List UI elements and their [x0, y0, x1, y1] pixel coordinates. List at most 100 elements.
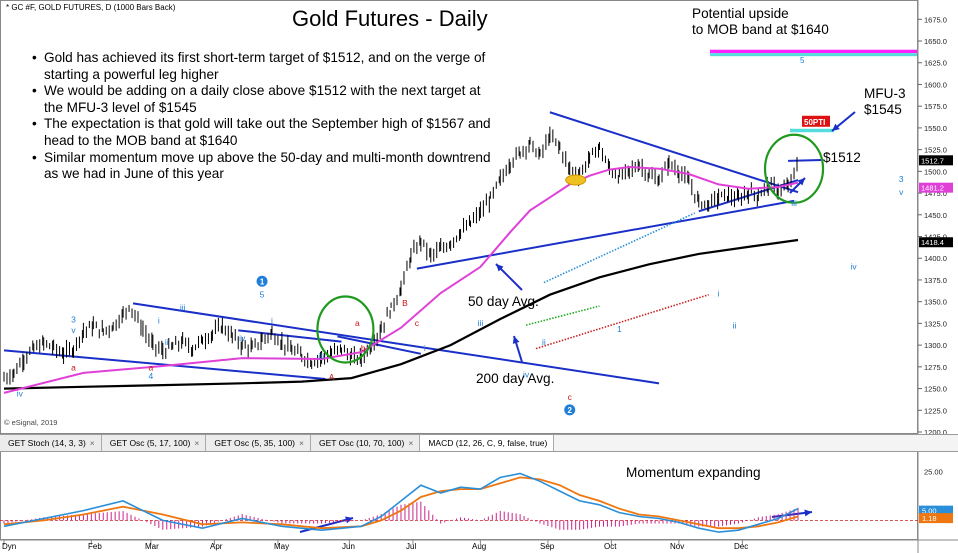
- close-icon[interactable]: ×: [299, 438, 304, 448]
- close-icon[interactable]: ×: [89, 438, 95, 448]
- tab-get-osc-10-70[interactable]: GET Osc (10, 70, 100) ×: [310, 435, 421, 451]
- macd-line: [3, 472, 799, 533]
- y-tick-label: 1325.0: [924, 319, 947, 328]
- note-1: Gold has achieved its first short-term t…: [30, 50, 500, 83]
- mob-band-label: 5: [800, 56, 805, 65]
- y-tick-label: 1425.0: [924, 233, 947, 242]
- price-box-label: 1512.7: [921, 156, 944, 165]
- data-credit: © eSignal, 2019: [4, 418, 58, 427]
- macd-y-tick-label: 25.00: [924, 468, 943, 477]
- wave-label: 1: [260, 277, 265, 286]
- wave-label: a: [355, 318, 360, 328]
- x-month-nov: Nov: [670, 542, 685, 551]
- wave-label: a: [71, 362, 76, 372]
- y-tick-label: 1650.0: [924, 37, 947, 46]
- yellow-highlight: [565, 174, 587, 186]
- close-icon[interactable]: ×: [408, 438, 414, 448]
- circle-june-breakout: [316, 295, 375, 364]
- wave-label: c: [568, 392, 573, 402]
- wave-label: 1: [617, 324, 622, 334]
- projection-line-red: [535, 293, 709, 350]
- wave-label: c: [415, 318, 420, 328]
- wave-circle-marker: [256, 275, 268, 287]
- trendline: [416, 199, 795, 270]
- tab-get-stoch[interactable]: GET Stoch (14, 3, 3) ×: [0, 435, 102, 451]
- level-1512-annotation: $1512: [823, 150, 861, 165]
- macd-price-box: [919, 505, 953, 516]
- wave-label: iii: [180, 302, 186, 312]
- price-box: [919, 155, 953, 166]
- trendline: [337, 335, 422, 355]
- trendline: [238, 329, 342, 343]
- y-tick-label: 1675.0: [924, 15, 947, 24]
- tab-label: GET Osc (5, 35, 100): [214, 438, 296, 448]
- y-tick-label: 1450.0: [924, 211, 947, 220]
- wave-label: v: [899, 187, 904, 197]
- wave-label: i: [424, 343, 426, 353]
- mfu-band: [790, 128, 834, 133]
- y-tick-label: 1400.0: [924, 254, 947, 263]
- wave-circle-marker: [564, 404, 576, 416]
- macd-signal-line: [3, 476, 799, 530]
- price-box-label: 1481.2: [921, 184, 944, 193]
- y-tick-label: 1300.0: [924, 341, 947, 350]
- wave-label: iv: [851, 262, 858, 272]
- projection-line-green: [525, 305, 600, 326]
- close-icon[interactable]: ×: [194, 438, 200, 448]
- y-tick-label: 1550.0: [924, 124, 947, 133]
- projection-line-blue: [543, 212, 696, 284]
- x-month-oct: Oct: [604, 542, 617, 551]
- mfu3-annotation: MFU-3 $1545: [864, 86, 906, 117]
- wave-label: iii: [319, 351, 325, 361]
- wave-label: i: [718, 288, 720, 298]
- macd-price-box: [919, 513, 953, 524]
- y-tick-label: 1600.0: [924, 80, 947, 89]
- wave-label: ii: [165, 337, 169, 347]
- tab-label: GET Stoch (14, 3, 3): [8, 438, 86, 448]
- wave-label: iii: [791, 198, 797, 208]
- upside-annotation: Potential upside to MOB band at $1640: [692, 6, 829, 37]
- tab-get-osc-5-17[interactable]: GET Osc (5, 17, 100) ×: [101, 435, 207, 451]
- x-month-dec: Dec: [734, 542, 749, 551]
- price-box: [919, 237, 953, 248]
- y-tick-label: 1500.0: [924, 167, 947, 176]
- y-tick-label: 1525.0: [924, 146, 947, 155]
- wave-label: iv: [17, 388, 24, 398]
- y-tick-label: 1625.0: [924, 59, 947, 68]
- commentary-notes: Gold has achieved its first short-term t…: [30, 50, 500, 183]
- note-4: Similar momentum move up above the 50-da…: [30, 150, 500, 183]
- tab-macd[interactable]: MACD (12, 26, C, 9, false, true): [420, 435, 555, 451]
- price-box: [919, 182, 953, 193]
- tab-get-osc-5-35[interactable]: GET Osc (5, 35, 100) ×: [206, 435, 311, 451]
- y-tick-label: 1200.0: [924, 428, 947, 437]
- arrow-momentum-dec-head: [804, 509, 812, 517]
- wave-label: i: [271, 315, 273, 325]
- symbol-header: * GC #F, GOLD FUTURES, D (1000 Bars Back…: [6, 3, 176, 12]
- wave-label: 3: [899, 174, 904, 184]
- arrow-mfu3-head: [832, 123, 840, 131]
- wave-label: i: [158, 315, 160, 325]
- wave-label: 5: [260, 289, 265, 299]
- wave-label: A: [329, 372, 335, 382]
- mob-band: [710, 49, 917, 54]
- chart-title: Gold Futures - Daily: [292, 6, 488, 31]
- trendline: [3, 349, 326, 380]
- ma50-annotation: 50 day Avg.: [468, 294, 539, 309]
- x-month-jun: Jun: [342, 542, 355, 551]
- wave-label: iv: [239, 333, 246, 343]
- arrow-ma50-head: [496, 264, 504, 272]
- mfu-band-tag: [802, 115, 830, 127]
- x-month-mar: Mar: [145, 542, 159, 551]
- y-tick-label: 1350.0: [924, 298, 947, 307]
- note-2: We would be adding on a daily close abov…: [30, 83, 500, 116]
- wave-label: a: [149, 362, 154, 372]
- y-tick-label: 1250.0: [924, 385, 947, 394]
- x-month-jul: Jul: [406, 542, 417, 551]
- x-month-feb: Feb: [88, 542, 102, 551]
- wave-label: 2: [567, 406, 572, 415]
- trendline: [132, 302, 660, 385]
- wave-label: iv: [523, 369, 530, 379]
- price-box-label: 1418.4: [921, 238, 944, 247]
